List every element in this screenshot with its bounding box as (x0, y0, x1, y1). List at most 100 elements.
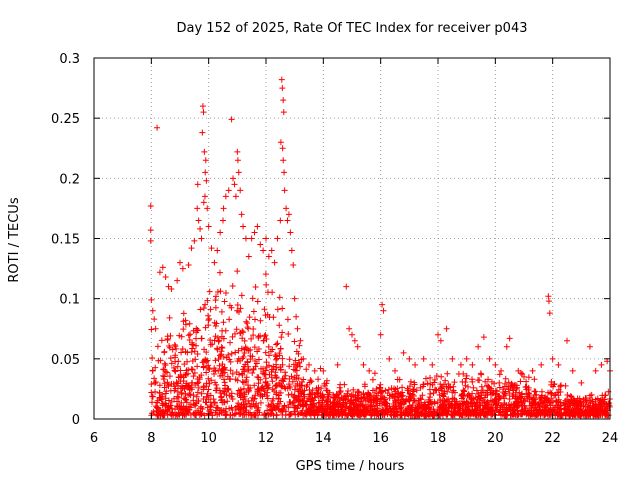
data-point (223, 354, 230, 361)
data-point (594, 411, 601, 418)
data-point (220, 319, 227, 326)
data-point (202, 399, 209, 406)
data-point (179, 385, 186, 392)
data-point (492, 401, 499, 408)
data-point (301, 393, 308, 400)
data-point (225, 187, 232, 194)
data-point (326, 389, 333, 396)
y-tick-label: 0.3 (59, 52, 80, 67)
data-point (229, 407, 236, 414)
data-point (206, 315, 213, 322)
data-point (178, 399, 185, 406)
data-point (586, 343, 593, 350)
data-point (473, 411, 480, 418)
data-point (368, 411, 375, 418)
data-point (174, 277, 181, 284)
data-point (211, 379, 218, 386)
data-point (180, 326, 187, 333)
data-point (572, 412, 579, 419)
data-point (281, 169, 288, 176)
data-point (354, 407, 361, 414)
data-point (200, 109, 207, 116)
data-point (555, 392, 562, 399)
data-point (285, 331, 292, 338)
data-point (149, 393, 156, 400)
data-point (257, 399, 264, 406)
data-point (443, 411, 450, 418)
data-point (152, 380, 158, 387)
data-point (237, 392, 244, 399)
data-point (373, 386, 380, 393)
data-point (310, 408, 317, 415)
data-point (310, 402, 317, 409)
data-point (389, 405, 396, 412)
data-point (538, 394, 545, 401)
data-point (521, 405, 528, 412)
data-point (565, 398, 572, 405)
data-point (220, 353, 227, 360)
data-point (303, 412, 310, 419)
data-point (249, 394, 256, 401)
data-point (195, 379, 202, 386)
data-point (207, 341, 214, 348)
data-point (490, 389, 497, 396)
data-point (445, 396, 452, 403)
y-axis-label: ROTI / TECUs (7, 197, 22, 282)
data-point (234, 148, 241, 155)
data-point (179, 345, 186, 352)
data-point (191, 369, 198, 376)
data-point (159, 264, 166, 271)
data-point (587, 410, 594, 417)
data-point (301, 411, 308, 418)
data-point (265, 253, 272, 260)
data-point (222, 193, 229, 200)
data-point (578, 379, 585, 386)
data-point (515, 367, 522, 374)
data-point (220, 376, 227, 383)
data-point (227, 358, 234, 365)
data-point (184, 383, 191, 390)
data-point (551, 381, 558, 388)
data-point (289, 400, 296, 407)
data-point (294, 386, 301, 393)
data-point (250, 326, 257, 333)
x-tick-label: 16 (372, 431, 389, 446)
data-point (205, 312, 212, 319)
data-point (263, 336, 270, 343)
data-point (570, 400, 577, 407)
data-point (350, 411, 357, 418)
data-point (284, 217, 291, 224)
data-point (281, 187, 288, 194)
data-point (251, 344, 258, 351)
data-point (379, 301, 386, 308)
data-point (280, 97, 287, 104)
data-point (420, 381, 427, 388)
data-point (212, 357, 219, 364)
data-point (291, 295, 298, 302)
data-point (544, 402, 551, 409)
data-point (206, 380, 213, 387)
data-point (407, 378, 414, 385)
data-point (175, 410, 182, 417)
data-point (564, 337, 570, 344)
data-point (479, 400, 486, 407)
data-point (557, 399, 564, 406)
data-point (283, 205, 290, 212)
data-point (400, 349, 407, 356)
y-tick-label: 0.1 (59, 293, 80, 308)
data-point (162, 395, 169, 402)
data-point (207, 409, 214, 416)
data-point (332, 407, 339, 414)
data-point (213, 381, 220, 388)
data-point (204, 205, 211, 212)
data-point (337, 388, 344, 395)
data-point (157, 395, 164, 402)
data-point (406, 355, 413, 362)
data-point (239, 371, 246, 378)
data-point (227, 339, 234, 346)
data-point (153, 411, 160, 418)
data-point (340, 399, 347, 406)
data-point (316, 399, 323, 406)
data-point (577, 412, 584, 419)
